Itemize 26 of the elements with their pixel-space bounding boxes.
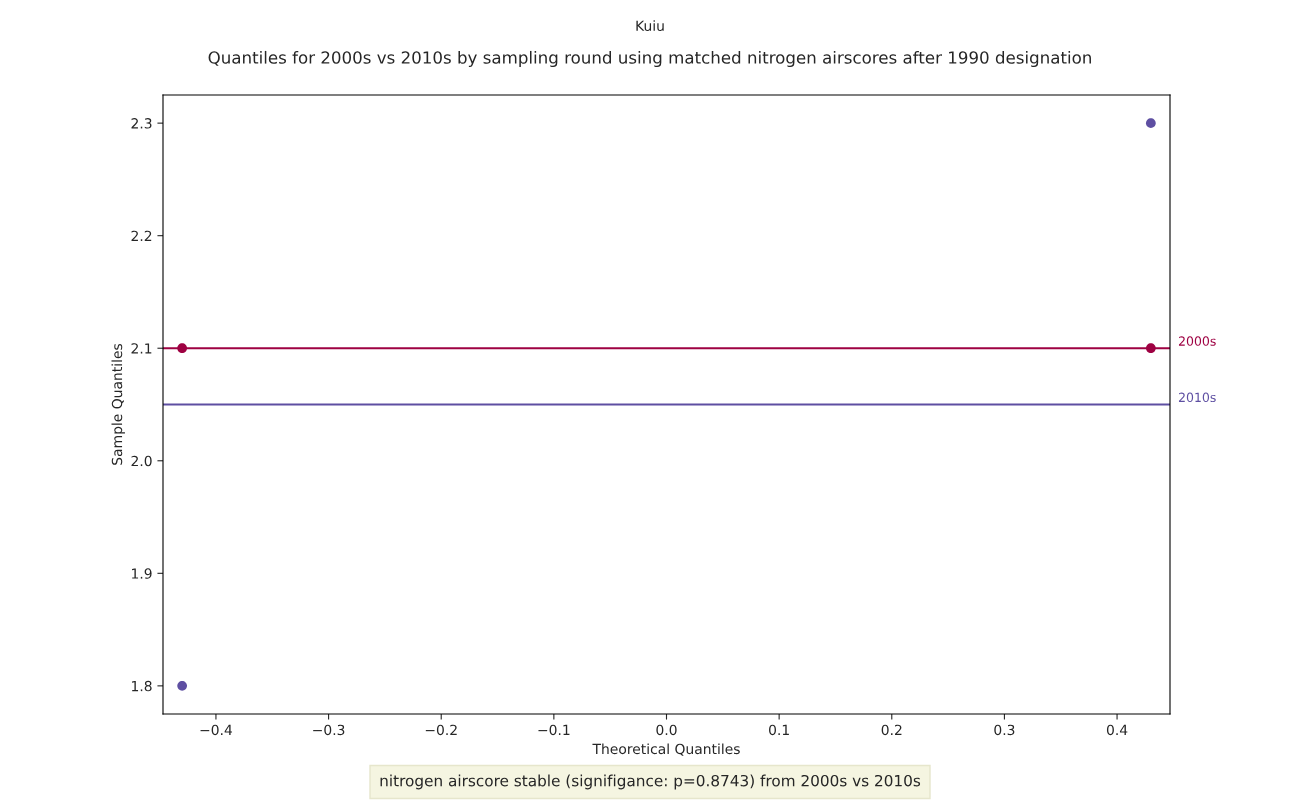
x-tick-label: 0.1	[769, 724, 789, 736]
x-tick-label: 0.3	[994, 724, 1015, 736]
y-tick-label: 2.3	[131, 118, 152, 129]
chart-subtitle: Quantiles for 2000s vs 2010s by sampling round using matched nitrogen airscores after 1990 designation	[208, 50, 1091, 68]
point	[177, 343, 188, 354]
x-tick-label: −0.2	[425, 724, 457, 736]
y-tick-label: 1.8	[132, 680, 152, 692]
chart-title: Kuiu	[636, 20, 664, 32]
y-tick-label: 2.0	[131, 455, 152, 467]
x-tick-label: −0.4	[200, 724, 233, 736]
point	[177, 681, 188, 691]
point	[1145, 343, 1156, 354]
ref-line-label: 2010s	[1178, 392, 1216, 403]
x-tick-label: 0.0	[656, 724, 677, 736]
x-tick-label: −0.3	[313, 724, 345, 736]
ref-line-label: 2000s	[1178, 336, 1216, 346]
y-axis-title: Sample Quantiles	[111, 343, 125, 465]
point	[1145, 118, 1156, 128]
x-tick-label: 0.2	[881, 724, 902, 736]
y-tick-label: 2.1	[131, 343, 152, 354]
x-axis-title: Theoretical Quantiles	[592, 743, 740, 756]
text: nitrogen airscore stable (signifigance: p=0.8743) from 2000s vs 2010s	[380, 774, 921, 790]
y-tick-label: 2.2	[131, 230, 152, 241]
y-tick-label: 1.9	[132, 568, 152, 579]
x-tick-label: 0.4	[1106, 724, 1128, 736]
x-tick-label: −0.1	[538, 724, 570, 736]
